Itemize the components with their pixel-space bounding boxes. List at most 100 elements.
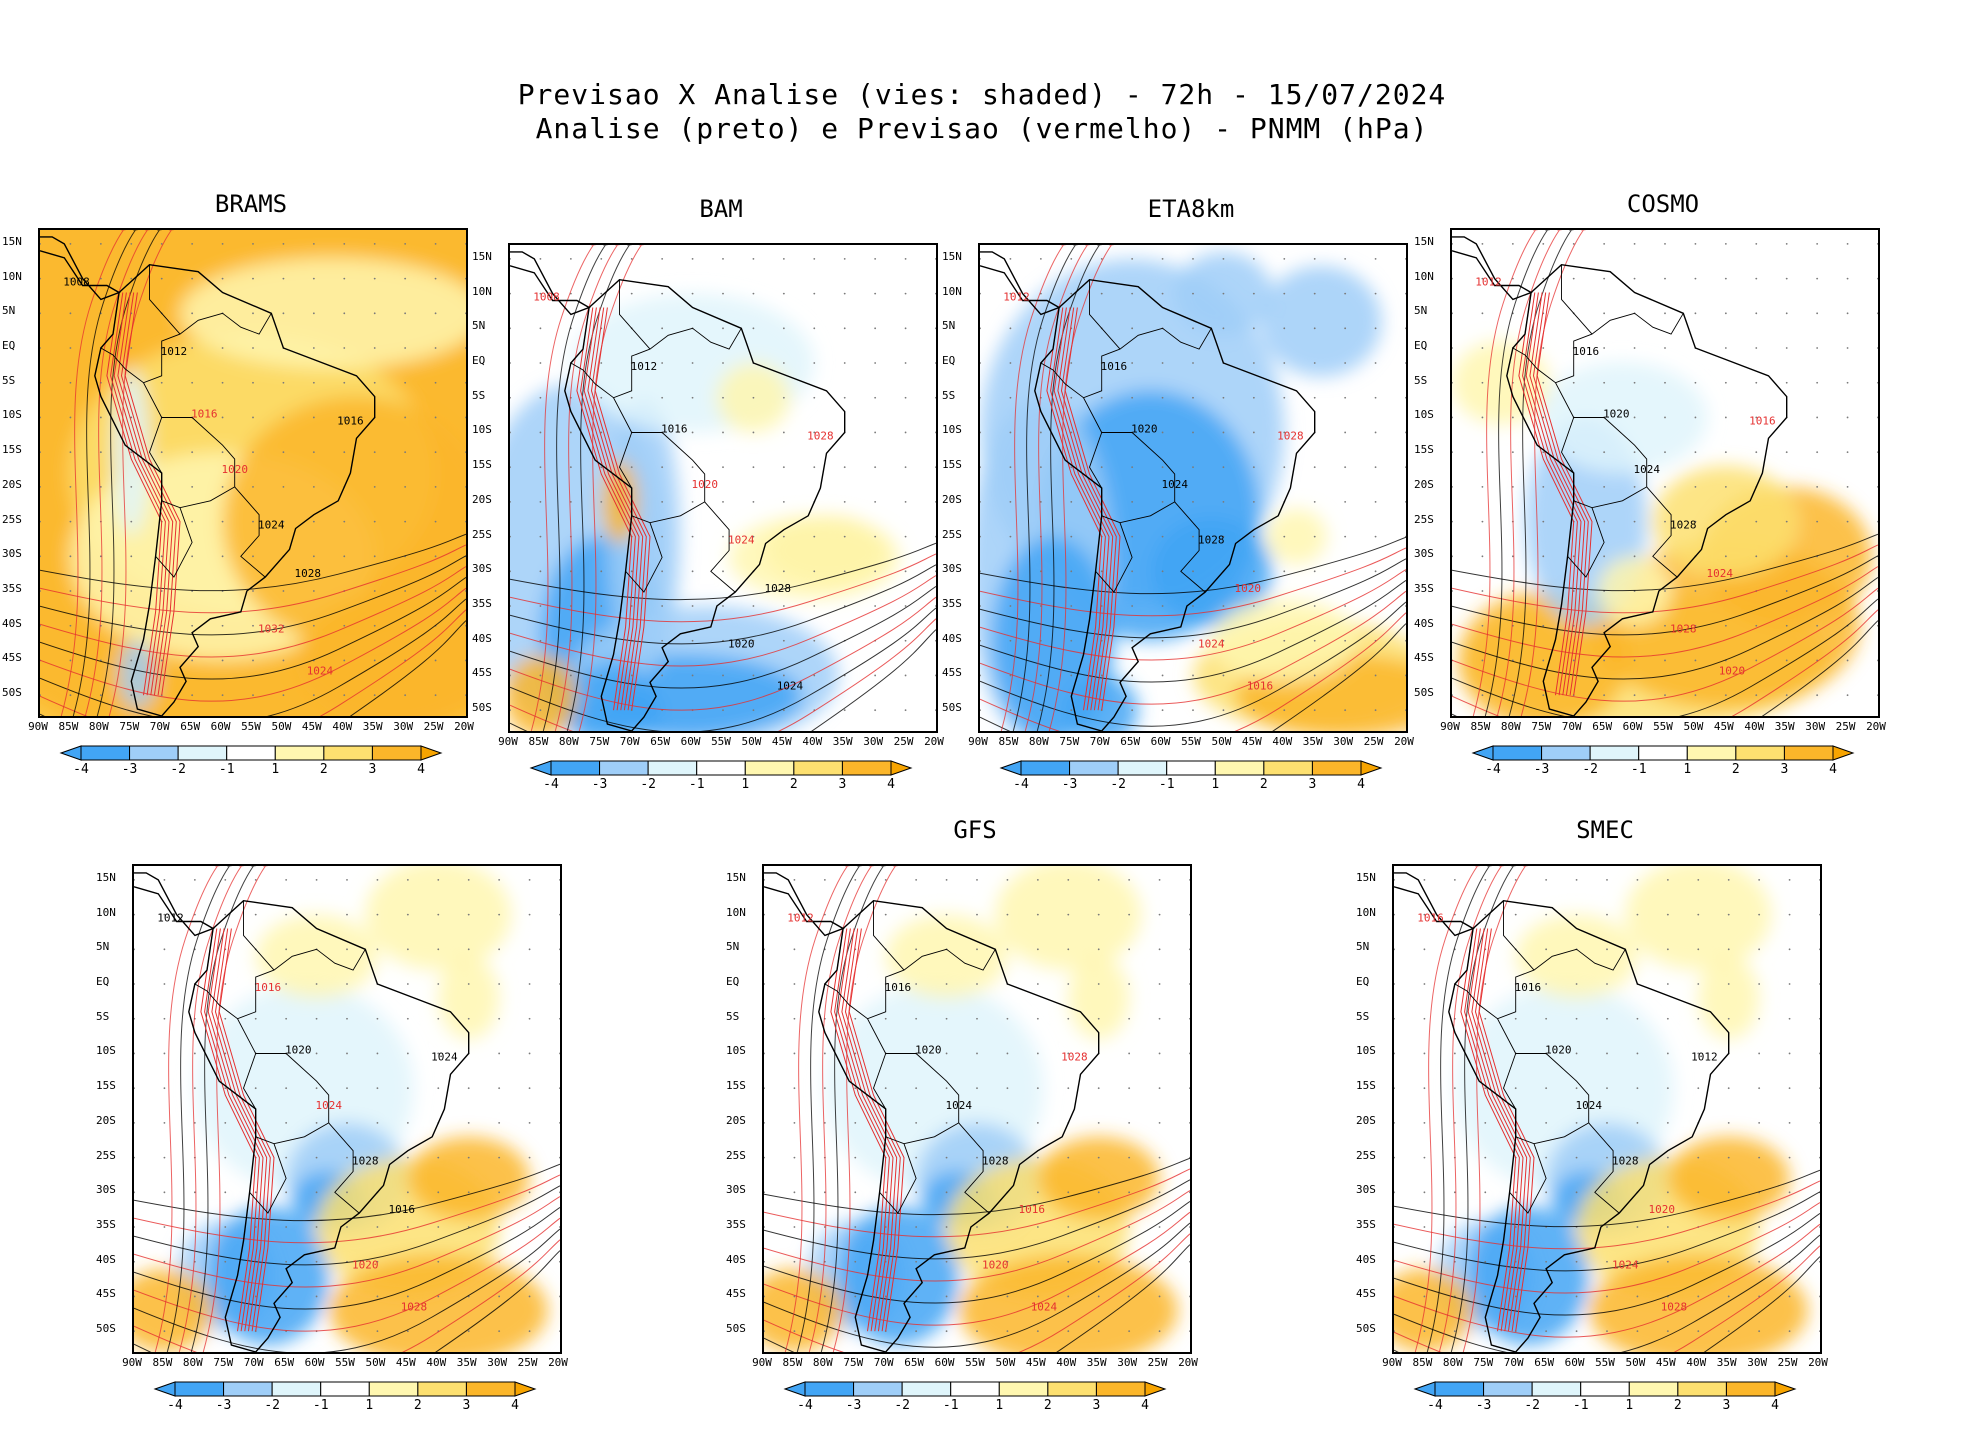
lon-tick-label: 75W	[843, 1356, 864, 1369]
isobar-label: 1016	[661, 422, 688, 435]
colorbar-segment	[1311, 760, 1362, 776]
forecast-isobar	[211, 928, 268, 1332]
lat-tick-label: 50S	[942, 701, 962, 715]
lon-tick-label: 70W	[1503, 1356, 1524, 1369]
bias-shading	[1037, 1136, 1160, 1221]
lon-tick-label: 75W	[1059, 735, 1080, 748]
colorbar-label: 4	[511, 1398, 519, 1413]
forecast-isobar	[1462, 866, 1528, 1352]
lon-tick-label: 75W	[119, 720, 140, 733]
forecast-isobar	[1064, 307, 1121, 711]
forecast-isobar	[1464, 928, 1520, 1332]
colorbar-segment	[647, 760, 698, 776]
lat-tick-label: EQ	[96, 975, 110, 989]
analysis-isobar	[980, 536, 1406, 595]
analysis-isobar	[1452, 598, 1878, 716]
lon-tick-label: 60W	[1564, 1356, 1585, 1369]
lon-tick-label: 80W	[558, 735, 579, 748]
forecast-isobar	[832, 866, 898, 1352]
analysis-isobar	[764, 1200, 1190, 1304]
analysis-isobar	[1452, 533, 1878, 592]
isobar-label: 1024	[1161, 478, 1188, 491]
analysis-isobar	[134, 1185, 560, 1266]
colorbar-segment	[1166, 760, 1216, 776]
forecast-isobar	[134, 1217, 560, 1332]
isobar-label: 1024	[1575, 1099, 1602, 1112]
isobar-label: 1020	[1719, 664, 1746, 677]
lon-tick-label: 55W	[1595, 1356, 1615, 1369]
lon-tick-label: 40W	[1686, 1356, 1707, 1369]
isobar-label: 1024	[945, 1099, 972, 1112]
forecast-isobar	[578, 245, 644, 731]
bias-shading	[119, 639, 156, 710]
colorbar-arrow-left	[59, 745, 82, 761]
bias-shading	[1625, 866, 1772, 971]
colorbar-label: -3	[1533, 762, 1550, 777]
colorbar-arrow-left	[783, 1381, 806, 1397]
colorbar-segment	[1483, 1381, 1533, 1397]
colorbar-segment	[998, 1381, 1049, 1397]
forecast-isobar	[980, 569, 1406, 661]
forecast-isobar	[40, 609, 466, 716]
country-border	[958, 1122, 990, 1214]
isobar-label: 1028	[1061, 1050, 1088, 1063]
lon-tick-label: 90W	[28, 720, 48, 733]
lat-tick-label: 10N	[726, 905, 746, 919]
lon-tick-label: 35W	[1302, 735, 1323, 748]
analysis-isobar	[134, 1250, 560, 1352]
colorbar-segment	[1047, 1381, 1097, 1397]
lon-tick-label: 75W	[1531, 720, 1552, 733]
coastline	[818, 899, 1100, 1352]
isobar-label: 1032	[258, 623, 285, 636]
lon-tick-label: 65W	[1534, 1356, 1555, 1369]
lat-tick-label: 5S	[726, 1009, 740, 1023]
analysis-isobar	[764, 1179, 1190, 1260]
forecast-isobar	[587, 307, 644, 711]
isobar-label: 1016	[337, 414, 364, 427]
lon-tick-label: 25W	[1835, 720, 1856, 733]
country-border	[1509, 1143, 1547, 1214]
colorbar-label: 3	[838, 777, 847, 792]
colorbar-label: 4	[417, 762, 425, 777]
forecast-isobar	[554, 245, 620, 731]
colorbar-segment	[1589, 745, 1640, 761]
analysis-isobar	[1452, 555, 1878, 636]
lon-tick-label: 25W	[423, 720, 444, 733]
coastline	[980, 251, 1061, 316]
isobar-label: 1024	[1198, 638, 1225, 651]
colorbar-segment	[1735, 745, 1785, 761]
analysis-isobar	[980, 623, 1406, 731]
lat-tick-label: 5N	[472, 319, 486, 333]
colorbar-label: 1	[271, 762, 280, 777]
colorbar-segment	[804, 1381, 855, 1397]
forecast-isobar	[1394, 1245, 1820, 1352]
analysis-isobar	[134, 1206, 560, 1310]
analysis-isobar	[1452, 620, 1878, 716]
lat-tick-label: 20S	[1414, 477, 1434, 491]
lon-tick-label: 80W	[88, 720, 109, 733]
isobar-label: 1024	[1707, 567, 1734, 580]
lat-tick-label: 20S	[96, 1113, 116, 1127]
colorbar	[1471, 745, 1855, 761]
isobar-label: 1012	[787, 912, 814, 925]
isobar-label: 1020	[221, 463, 248, 476]
forecast-isobar	[848, 928, 905, 1332]
lon-tick-label: 40W	[802, 735, 823, 748]
lon-tick-label: 45W	[1025, 1356, 1046, 1369]
lat-tick-label: 45S	[942, 666, 962, 680]
country-border	[149, 264, 181, 335]
colorbar-arrow-left	[1471, 745, 1494, 761]
bias-shading	[885, 914, 1008, 998]
analysis-isobar	[510, 542, 936, 601]
lon-tick-label: 60W	[680, 735, 701, 748]
colorbar-label: 4	[1829, 762, 1837, 777]
forecast-isobar	[1000, 245, 1066, 731]
panel-title: BRAMS	[214, 190, 288, 218]
analysis-isobar	[1036, 245, 1102, 731]
colorbar-label: -3	[845, 1398, 862, 1413]
lon-tick-label: 90W	[968, 735, 988, 748]
isobar-label: 1020	[1131, 422, 1158, 435]
lat-tick-label: 50S	[1414, 686, 1434, 700]
forecast-isobar	[207, 928, 264, 1332]
panel-title: GFS	[953, 816, 997, 844]
